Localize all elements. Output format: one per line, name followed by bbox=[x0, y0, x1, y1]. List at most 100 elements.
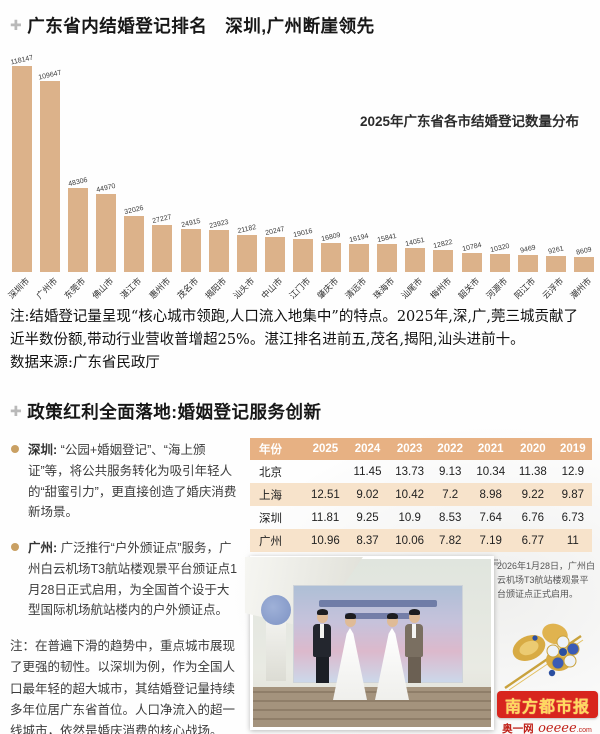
bar-city-label: 肇庆市 bbox=[315, 275, 341, 301]
chart-bar-slot: 118147 深圳市 bbox=[6, 55, 34, 301]
table-city-cell: 北京 bbox=[259, 466, 282, 479]
bar-city-label: 清远市 bbox=[343, 275, 369, 301]
chart-bar-slot: 9469 阳江市 bbox=[512, 66, 538, 301]
chart-bar-slot: 48306 东莞市 bbox=[62, 66, 89, 301]
photo-groom-1 bbox=[313, 609, 331, 683]
table-value-cell: 7.82 bbox=[438, 534, 462, 547]
table-header-cell: 2022 bbox=[431, 438, 470, 460]
photo-groom-2 bbox=[405, 609, 423, 683]
bar-value-label: 48306 bbox=[67, 176, 89, 189]
table-head: 年份 2025 2024 2023 2022 2021 2020 2019 bbox=[250, 438, 592, 460]
chart-bar-slot: 20247 中山市 bbox=[259, 66, 286, 301]
person-head bbox=[386, 613, 398, 627]
chart-note-body: 注:结婚登记量呈现“核心城市领跑,人口流入地集中”的特点。2025年,深,广,莞… bbox=[10, 309, 579, 348]
table-value-cell: 8.98 bbox=[479, 488, 502, 501]
bar-value-label: 20247 bbox=[264, 225, 286, 238]
bar-city-label: 惠州市 bbox=[146, 275, 172, 301]
table-header-cell: 2024 bbox=[346, 438, 389, 460]
table-header-cell: 2020 bbox=[512, 438, 554, 460]
table-header-cell: 2025 bbox=[304, 438, 347, 460]
bar-city-label: 广州市 bbox=[34, 275, 60, 301]
bullet-dot-icon bbox=[11, 543, 19, 551]
section2-title: ✚ 政策红利全面落地:婚姻登记服务创新 bbox=[10, 399, 322, 424]
section1-title-text: 广东省内结婚登记排名 深圳,广州断崖领先 bbox=[27, 16, 375, 36]
person-hair bbox=[316, 609, 328, 615]
bar-city-label: 茂名市 bbox=[174, 275, 200, 301]
table-value-cell: 10.9 bbox=[398, 511, 421, 524]
bullet-text: 广泛推行“户外颁证点”服务，广州白云机场T3航站楼观景平台颁证点1月28日正式启… bbox=[28, 541, 238, 618]
city-marriage-table-wrap: 年份 2025 2024 2023 2022 2021 2020 2019 北京 11.45 13… bbox=[250, 438, 592, 568]
brooch-flower bbox=[546, 635, 580, 670]
table-value-cell: 6.77 bbox=[521, 534, 545, 547]
bar-value-label: 19016 bbox=[292, 227, 314, 240]
butterfly-left-wing-inner bbox=[519, 640, 539, 656]
table-value-cell: 12.51 bbox=[310, 488, 340, 501]
bar-value-label: 44970 bbox=[96, 182, 117, 195]
bar-city-label: 中山市 bbox=[259, 275, 285, 301]
table-row: 深圳 11.81 9.25 10.9 8.53 7.64 6.76 6.73 bbox=[250, 506, 592, 529]
bar-city-label: 东莞市 bbox=[62, 275, 88, 301]
site-name: 奥一网 bbox=[502, 723, 534, 734]
left-column: 深圳: “公园+婚姻登记”、“海上颁证”等，将公共服务转化为吸引年轻人的“甜蜜引… bbox=[10, 440, 240, 734]
bar-city-label: 河源市 bbox=[483, 275, 509, 301]
table-body: 北京 11.45 13.73 9.13 10.34 11.38 12.9 上海 12.51 9.0… bbox=[250, 460, 592, 552]
bar-value-label: 8609 bbox=[575, 246, 593, 257]
table-city-cell: 上海 bbox=[259, 489, 282, 502]
person-head bbox=[408, 609, 420, 623]
table-value-cell: 12.9 bbox=[561, 465, 585, 478]
photo-caption: 2026年1月28日，广州白云机场T3航站楼观景平台颁证点正式启用。 bbox=[497, 561, 596, 599]
chart-note: 注:结婚登记量呈现“核心城市领跑,人口流入地集中”的特点。2025年,深,广,莞… bbox=[10, 306, 592, 375]
bullet-city-label: 深圳: bbox=[28, 443, 58, 457]
bar-value-label: 10784 bbox=[461, 241, 482, 254]
person-hair bbox=[386, 613, 398, 619]
bar-city-label: 云浮市 bbox=[540, 275, 566, 301]
bullet-city-label: 广州: bbox=[28, 541, 58, 555]
bar-value-label: 9469 bbox=[519, 244, 537, 255]
person-head bbox=[344, 613, 356, 627]
table-value-cell: 10.42 bbox=[395, 488, 425, 501]
chart-bar-slot: 21182 汕头市 bbox=[231, 66, 257, 301]
photo-wooden-deck bbox=[253, 687, 491, 727]
site-line: 奥一网 oeeee.com bbox=[495, 719, 599, 734]
bar-value-label: 32026 bbox=[124, 204, 145, 217]
table-value-cell: 9.02 bbox=[356, 488, 379, 501]
chart-bar bbox=[124, 216, 145, 272]
bullet-dot-icon bbox=[11, 445, 19, 453]
table-value-cell: 10.34 bbox=[476, 465, 506, 478]
bar-city-label: 佛山市 bbox=[90, 275, 116, 301]
bar-city-label: 珠海市 bbox=[371, 275, 397, 301]
table-value-cell: 8.53 bbox=[438, 511, 462, 524]
chart-bar-slot: 12822 梅州市 bbox=[428, 66, 454, 301]
chart-bar-slot: 23923 揭阳市 bbox=[203, 66, 229, 301]
table-value-cell: 9.13 bbox=[438, 465, 462, 478]
table-row: 北京 11.45 13.73 9.13 10.34 11.38 12.9 bbox=[250, 460, 592, 483]
bar-city-label: 湛江市 bbox=[118, 275, 144, 301]
chart-bar-slot: 9261 云浮市 bbox=[540, 66, 566, 301]
table-value-cell: 9.87 bbox=[561, 488, 585, 501]
chart-bar bbox=[433, 250, 454, 272]
bar-value-label: 118147 bbox=[10, 54, 34, 67]
table-value-cell: 6.73 bbox=[561, 511, 585, 524]
wedding-ceremony-photo bbox=[245, 556, 494, 730]
chart-bar-slot: 19016 江门市 bbox=[287, 66, 314, 301]
chart-title: 2025年广东省各市结婚登记数量分布 bbox=[360, 114, 580, 129]
bar-city-label: 揭阳市 bbox=[202, 275, 229, 301]
backdrop-text-line bbox=[345, 613, 411, 619]
table-row: 上海 12.51 9.02 10.42 7.2 8.98 9.22 9.87 bbox=[250, 483, 592, 506]
table-value-cell: 11.38 bbox=[518, 465, 547, 478]
person-legs bbox=[315, 657, 329, 683]
bar-city-label: 阳江市 bbox=[511, 275, 538, 301]
chart-bar bbox=[405, 248, 426, 272]
chart-bar bbox=[68, 188, 89, 272]
city-marriage-table: 年份 2025 2024 2023 2022 2021 2020 2019 北京 11.45 13… bbox=[250, 438, 592, 552]
table-header-row: 年份 2025 2024 2023 2022 2021 2020 2019 bbox=[250, 438, 592, 460]
table-value-cell: 9.25 bbox=[356, 511, 379, 524]
bar-city-label: 深圳市 bbox=[6, 275, 32, 301]
section2-title-text: 政策红利全面落地:婚姻登记服务创新 bbox=[27, 402, 322, 422]
chart-bar bbox=[264, 237, 285, 272]
person-legs bbox=[407, 657, 421, 683]
chart-bar-slot: 8609 潮州市 bbox=[568, 66, 594, 301]
chart-bar-slot: 32026 湛江市 bbox=[119, 66, 145, 301]
bar-city-label: 江门市 bbox=[287, 275, 313, 301]
brooch-gem bbox=[548, 669, 556, 677]
